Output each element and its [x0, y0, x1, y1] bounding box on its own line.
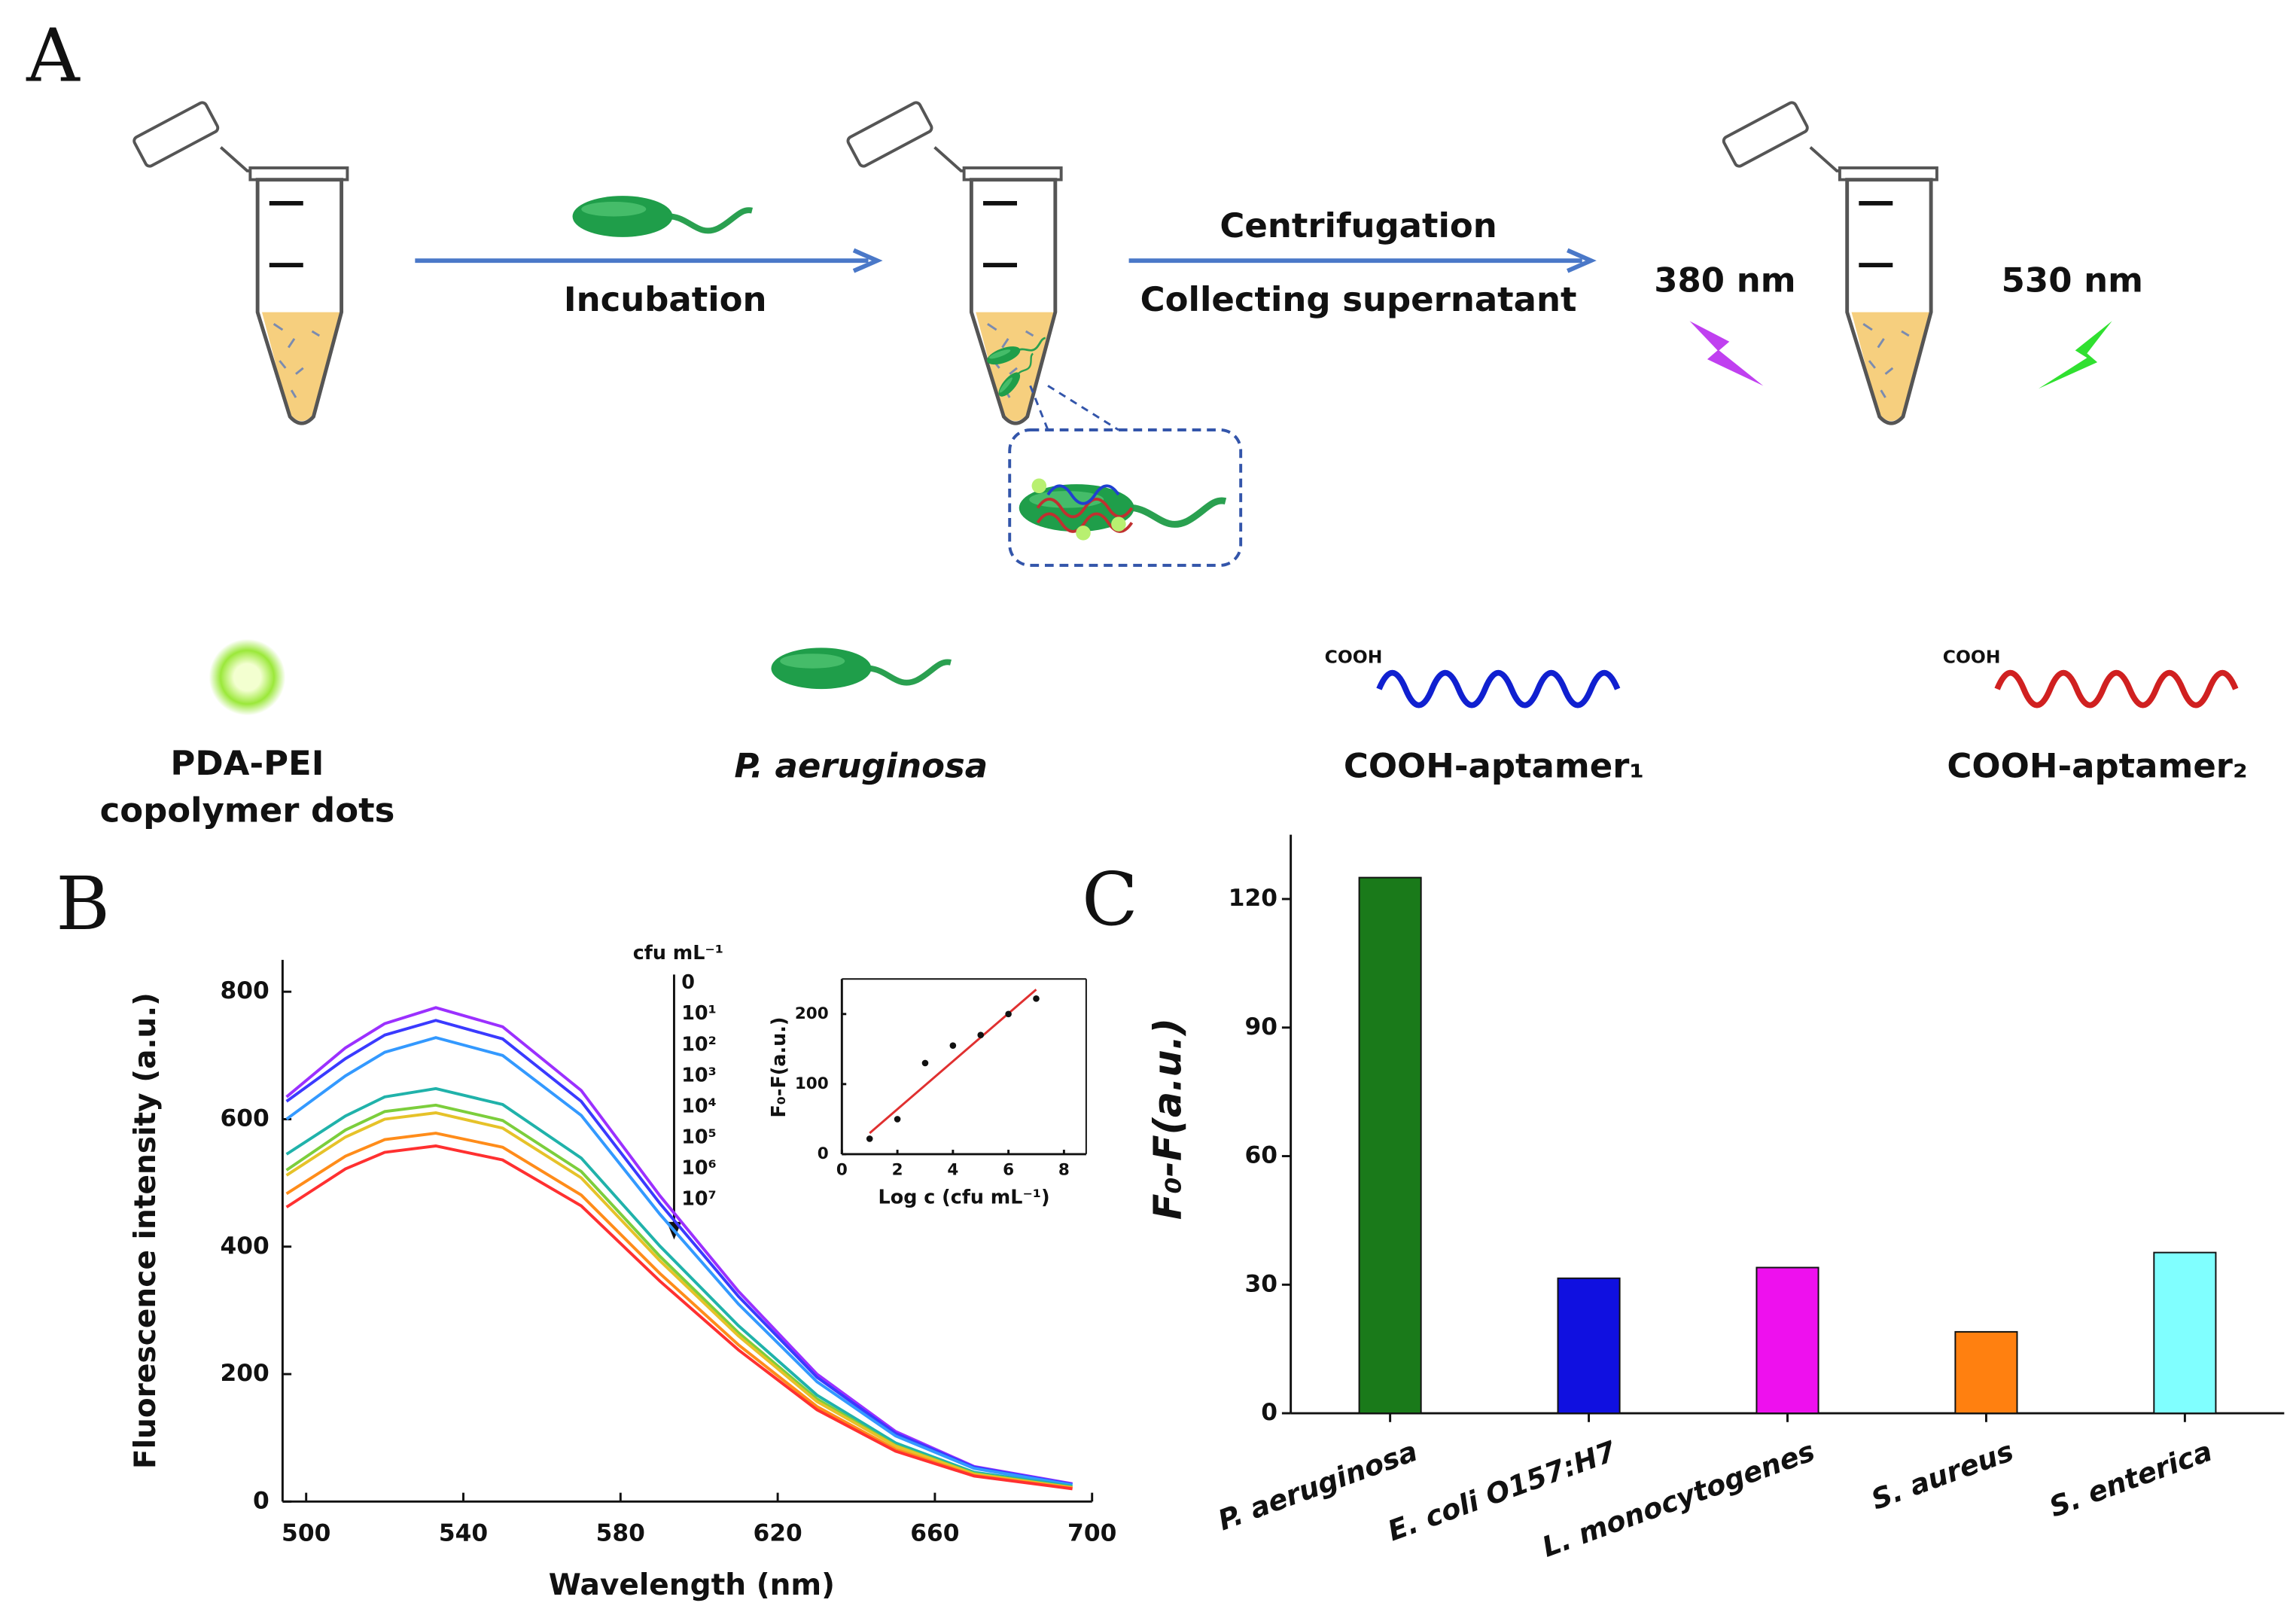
bacterium-icon [771, 648, 951, 689]
aptamer-icon [1994, 669, 2239, 708]
series-line [285, 1036, 1073, 1487]
x-tick-label: 620 [753, 1519, 802, 1546]
y-tick-label: 120 [1229, 885, 1277, 912]
point [1005, 1010, 1012, 1018]
y-tick-label: 90 [1245, 1013, 1278, 1041]
arrow-head [852, 248, 883, 273]
point [894, 1116, 901, 1123]
x-tick-label: 580 [596, 1519, 645, 1546]
y-tick-label: 800 [221, 977, 269, 1004]
x-tick-label: 4 [947, 1160, 958, 1179]
dot [1111, 516, 1126, 532]
series-line [285, 1086, 1073, 1488]
y-tick-label: 100 [795, 1074, 829, 1093]
bar [1755, 1266, 1819, 1415]
tube [132, 101, 347, 423]
y-axis-label: F₀-F(a.u.) [767, 1017, 790, 1118]
y-tick-label: 400 [221, 1233, 269, 1260]
legend-label: COOH-aptamer₂ [1947, 746, 2247, 786]
step-label: Collecting supernatant [1140, 279, 1577, 319]
series-line [285, 1132, 1073, 1490]
x-tick-label: S. aureus [1867, 1435, 2017, 1516]
aptamer-icon [1376, 669, 1621, 708]
y-tick-label: 600 [221, 1105, 269, 1132]
x-tick-label: 500 [282, 1519, 330, 1546]
emission-bolt [2038, 321, 2112, 389]
series-line [285, 1019, 1073, 1486]
y-tick-label: 0 [1261, 1399, 1277, 1426]
x-tick-label: 2 [892, 1160, 903, 1179]
legend-label: 10⁷ [681, 1187, 716, 1210]
legend-label: 10³ [681, 1063, 716, 1086]
wavelength-label: 380 nm [1654, 260, 1795, 300]
x-tick-label: 0 [836, 1160, 848, 1179]
dot-icon [209, 638, 286, 716]
legend-label: COOH-aptamer₁ [1344, 746, 1644, 786]
step-label: Centrifugation [1220, 206, 1497, 245]
step-label: Incubation [564, 279, 767, 319]
x-tick-label: S. enterica [2045, 1435, 2216, 1524]
y-tick-label: 60 [1245, 1142, 1278, 1169]
legend-label: P. aeruginosa [734, 746, 988, 786]
legend-label: 10¹ [681, 1001, 716, 1024]
panel-label: C [1082, 857, 1138, 943]
legend-label: PDA-PEI [170, 743, 324, 783]
dot [1031, 478, 1047, 494]
y-tick-label: 0 [818, 1144, 829, 1163]
group-label: COOH [1943, 647, 2001, 668]
bar [1954, 1330, 2018, 1415]
series-line [285, 1111, 1073, 1489]
wavelength-label: 530 nm [2002, 260, 2143, 300]
x-axis-label: Log c (cfu mL⁻¹) [879, 1186, 1050, 1208]
legend-label: 10⁶ [681, 1156, 716, 1178]
legend-label: copolymer dots [100, 790, 395, 830]
arrow-head [1567, 248, 1597, 273]
legend-label: 10⁴ [681, 1094, 716, 1117]
y-axis-label: Fluorescence intensity (a.u.) [129, 992, 163, 1469]
bar [1557, 1277, 1621, 1415]
y-tick-label: 200 [221, 1360, 269, 1387]
legend-label: 10² [681, 1032, 716, 1055]
aptamer [1046, 484, 1120, 505]
y-tick-label: 0 [253, 1487, 269, 1514]
dot [1076, 526, 1091, 541]
x-tick-label: 700 [1067, 1519, 1116, 1546]
zoom-lines [1029, 385, 1119, 431]
fit-line [869, 989, 1037, 1135]
panel-label: A [26, 14, 81, 99]
legend-label: 10⁵ [681, 1125, 716, 1147]
zoom-box [1008, 428, 1243, 567]
x-tick-label: 8 [1058, 1160, 1070, 1179]
series-line [285, 1144, 1073, 1491]
excitation-bolt [1689, 321, 1764, 386]
panel-label: B [56, 861, 110, 947]
legend-title: cfu mL⁻¹ [633, 941, 723, 964]
y-tick-label: 200 [795, 1004, 829, 1023]
point [977, 1031, 985, 1039]
bacterium [573, 196, 753, 237]
point [866, 1135, 873, 1142]
series-line [285, 1006, 1073, 1485]
y-tick-label: 30 [1245, 1270, 1278, 1297]
y-axis-label: F₀-F(a.u.) [1145, 1018, 1189, 1220]
group-label: COOH [1325, 647, 1383, 668]
legend-label: 0 [681, 971, 695, 993]
bar [1358, 876, 1422, 1415]
point [1033, 995, 1040, 1002]
x-axis-label: Wavelength (nm) [549, 1568, 835, 1602]
x-tick-label: 660 [910, 1519, 959, 1546]
point [921, 1059, 929, 1067]
point [949, 1042, 957, 1049]
x-tick-label: 540 [439, 1519, 488, 1546]
x-tick-label: 6 [1003, 1160, 1014, 1179]
bar [2153, 1251, 2217, 1415]
